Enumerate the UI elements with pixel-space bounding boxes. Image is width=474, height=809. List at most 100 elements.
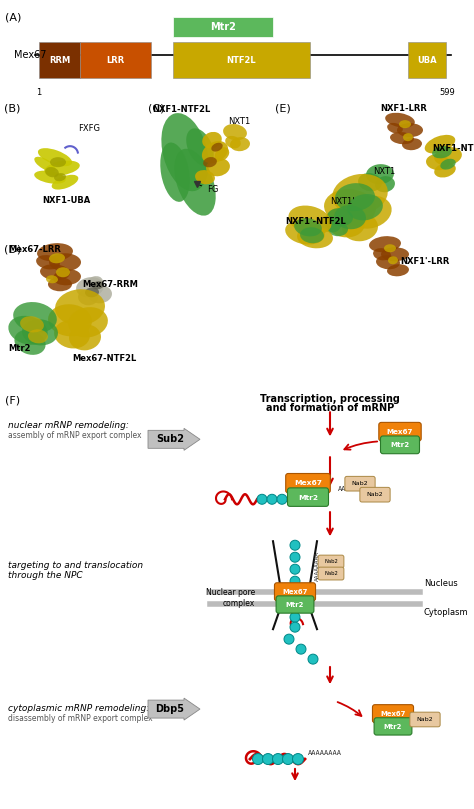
- Text: 599: 599: [439, 88, 455, 97]
- Ellipse shape: [347, 194, 383, 220]
- Ellipse shape: [402, 138, 422, 150]
- Text: Mex67-NTF2L: Mex67-NTF2L: [72, 354, 136, 363]
- Circle shape: [283, 753, 293, 765]
- FancyBboxPatch shape: [318, 567, 344, 580]
- Text: (A): (A): [5, 12, 21, 22]
- Circle shape: [290, 564, 300, 574]
- Ellipse shape: [49, 253, 81, 271]
- Ellipse shape: [22, 320, 58, 345]
- Ellipse shape: [319, 216, 341, 232]
- Ellipse shape: [38, 148, 72, 166]
- Ellipse shape: [332, 174, 388, 214]
- Ellipse shape: [37, 244, 73, 261]
- Ellipse shape: [381, 248, 409, 261]
- Text: AAAAAAAA: AAAAAAAA: [315, 551, 320, 581]
- Circle shape: [290, 622, 300, 632]
- Ellipse shape: [88, 286, 112, 303]
- Text: (C): (C): [148, 103, 164, 113]
- Text: (F): (F): [5, 396, 20, 405]
- FancyBboxPatch shape: [39, 42, 80, 78]
- Text: Mex67: Mex67: [387, 429, 413, 434]
- Ellipse shape: [78, 290, 98, 305]
- Ellipse shape: [324, 189, 376, 225]
- FancyBboxPatch shape: [173, 18, 273, 37]
- Circle shape: [292, 753, 303, 765]
- FancyBboxPatch shape: [410, 712, 440, 726]
- Ellipse shape: [390, 132, 414, 144]
- Text: Mtr2: Mtr2: [286, 602, 304, 608]
- Text: NXF1-UBA: NXF1-UBA: [42, 197, 90, 205]
- Circle shape: [257, 494, 267, 504]
- Text: NXF1'-NTF2L: NXF1'-NTF2L: [285, 218, 346, 227]
- Text: Mtr2: Mtr2: [298, 494, 318, 501]
- Ellipse shape: [53, 269, 81, 286]
- Text: NXT1': NXT1': [330, 197, 355, 206]
- Text: Nab2: Nab2: [352, 481, 368, 485]
- Ellipse shape: [384, 244, 396, 252]
- Ellipse shape: [325, 207, 365, 237]
- Text: Mex67: Mex67: [283, 589, 308, 595]
- Ellipse shape: [174, 149, 216, 216]
- Circle shape: [263, 753, 273, 765]
- FancyBboxPatch shape: [318, 555, 344, 568]
- FancyBboxPatch shape: [274, 582, 316, 601]
- Ellipse shape: [294, 218, 322, 236]
- FancyBboxPatch shape: [276, 596, 314, 613]
- FancyBboxPatch shape: [373, 705, 413, 722]
- FancyBboxPatch shape: [408, 42, 447, 78]
- Ellipse shape: [54, 320, 90, 349]
- Text: FG: FG: [200, 185, 219, 194]
- Text: NXF1-LRR: NXF1-LRR: [380, 104, 427, 113]
- Text: Mex67: Mex67: [14, 50, 46, 60]
- Ellipse shape: [358, 173, 382, 191]
- Ellipse shape: [434, 163, 456, 177]
- Text: NTF2L: NTF2L: [227, 56, 256, 65]
- Text: Mtr2: Mtr2: [384, 724, 402, 730]
- Ellipse shape: [403, 133, 413, 141]
- Ellipse shape: [85, 287, 99, 297]
- Text: Nab2: Nab2: [417, 717, 433, 722]
- Ellipse shape: [335, 183, 375, 211]
- Text: FXFG: FXFG: [78, 124, 100, 133]
- Text: Nuclear pore
complex: Nuclear pore complex: [206, 588, 255, 608]
- Ellipse shape: [230, 138, 250, 151]
- Ellipse shape: [297, 227, 333, 248]
- Ellipse shape: [376, 255, 400, 269]
- Text: NXF1-NTF2L: NXF1-NTF2L: [432, 144, 474, 153]
- Ellipse shape: [69, 324, 101, 350]
- Text: NXT1: NXT1: [228, 117, 250, 126]
- Text: 1: 1: [36, 88, 42, 97]
- Ellipse shape: [52, 175, 78, 189]
- Ellipse shape: [87, 276, 103, 289]
- Ellipse shape: [440, 159, 456, 170]
- Ellipse shape: [385, 112, 415, 128]
- Circle shape: [267, 494, 277, 504]
- Ellipse shape: [34, 171, 66, 184]
- FancyBboxPatch shape: [379, 422, 421, 441]
- Ellipse shape: [34, 157, 55, 172]
- Text: Nucleus: Nucleus: [424, 579, 458, 588]
- Ellipse shape: [195, 170, 215, 184]
- Text: through the NPC: through the NPC: [8, 571, 82, 580]
- Circle shape: [290, 540, 300, 550]
- Text: and formation of mRNP: and formation of mRNP: [266, 404, 394, 413]
- FancyBboxPatch shape: [173, 42, 310, 78]
- FancyBboxPatch shape: [374, 718, 412, 735]
- Ellipse shape: [20, 316, 44, 332]
- Text: Mex67-LRR: Mex67-LRR: [8, 245, 61, 254]
- Circle shape: [296, 644, 306, 654]
- Text: Mex67: Mex67: [294, 481, 322, 486]
- FancyBboxPatch shape: [360, 487, 390, 502]
- Ellipse shape: [300, 227, 324, 244]
- Ellipse shape: [13, 302, 57, 332]
- Ellipse shape: [203, 157, 217, 167]
- Ellipse shape: [348, 196, 392, 229]
- Ellipse shape: [202, 132, 222, 148]
- Text: NXF1-NTF2L: NXF1-NTF2L: [152, 105, 210, 114]
- Ellipse shape: [334, 205, 366, 229]
- Circle shape: [290, 576, 300, 587]
- Text: Cytoplasm: Cytoplasm: [424, 608, 469, 617]
- Text: AAAAAAAA: AAAAAAAA: [308, 750, 342, 756]
- Text: assembly of mRNP export complex: assembly of mRNP export complex: [8, 431, 142, 440]
- Text: (B): (B): [4, 103, 20, 113]
